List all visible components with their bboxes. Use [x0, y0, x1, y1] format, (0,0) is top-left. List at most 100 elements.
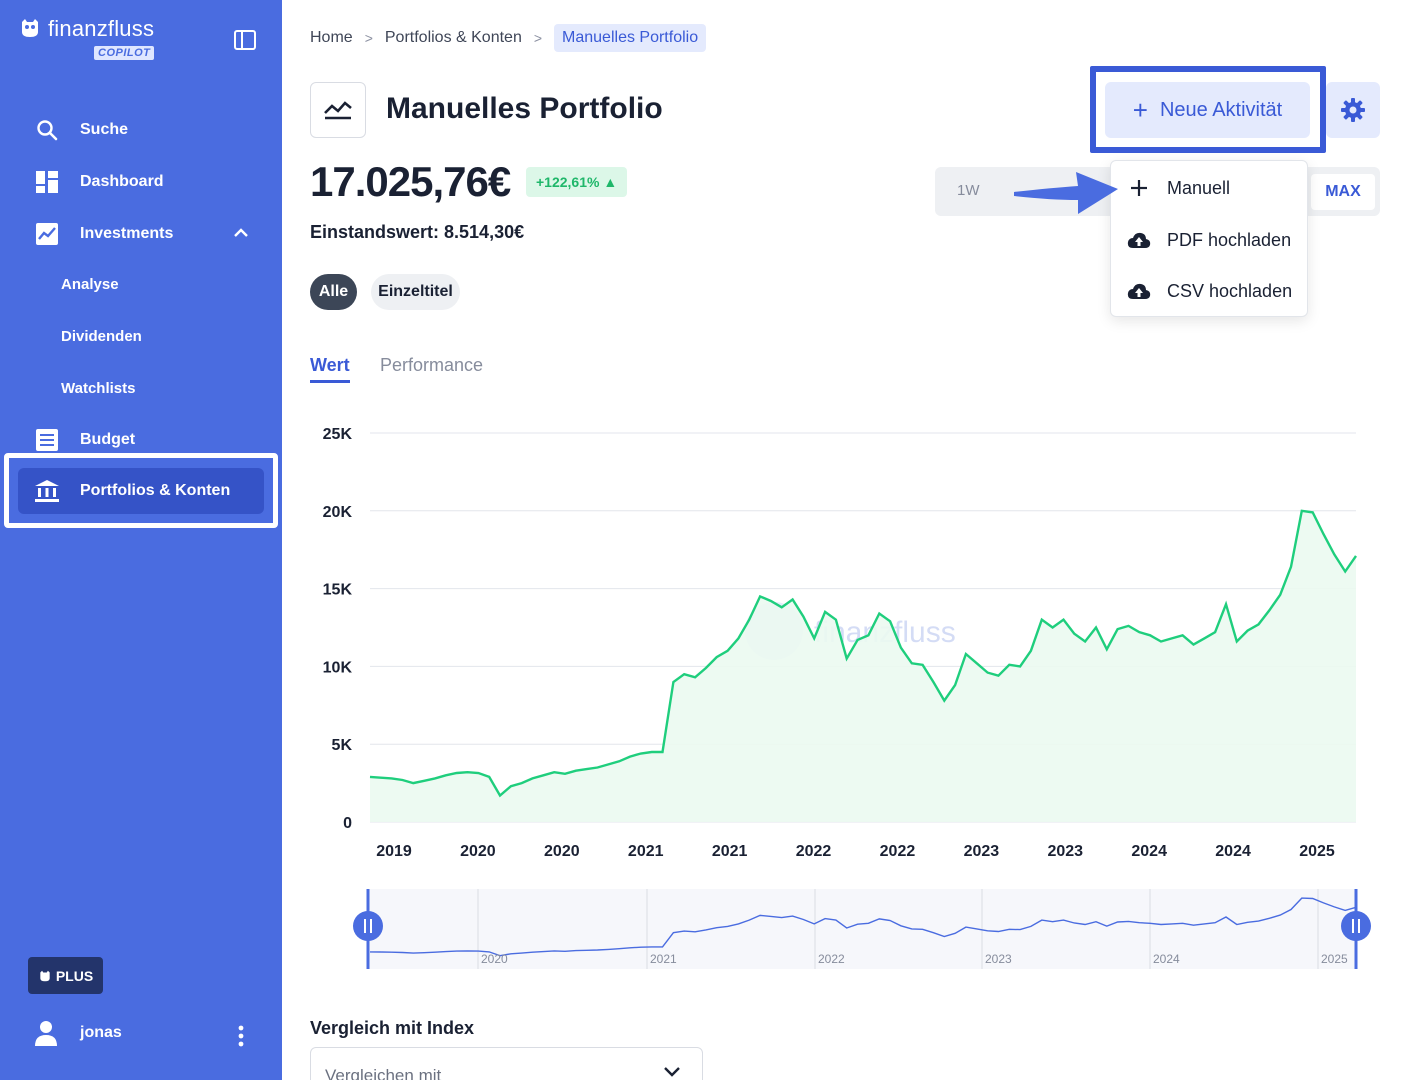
- menu-item-label: Manuell: [1167, 177, 1231, 198]
- dashboard-icon: [34, 169, 60, 195]
- user-menu[interactable]: jonas: [34, 1020, 122, 1046]
- sidebar-item-investments[interactable]: Investments: [18, 211, 264, 257]
- search-icon: [34, 117, 60, 143]
- navigator-right-handle[interactable]: [1341, 911, 1371, 941]
- sidebar-subitem-dividenden[interactable]: Dividenden: [61, 328, 142, 345]
- settings-button[interactable]: [1326, 82, 1380, 138]
- compare-placeholder: Vergleichen mit: [325, 1066, 442, 1080]
- x-tick-label: 2024: [1131, 843, 1167, 860]
- range-1w-button[interactable]: 1W: [957, 182, 980, 199]
- plus-badge[interactable]: PLUS: [28, 957, 103, 994]
- y-tick-label: 0: [343, 815, 352, 832]
- plus-icon: [1127, 179, 1151, 197]
- list-icon: [34, 427, 60, 453]
- annotation-arrow-icon: [1014, 172, 1118, 214]
- menu-item-label: PDF hochladen: [1167, 229, 1292, 250]
- y-tick-label: 25K: [323, 426, 353, 443]
- new-activity-menu: Manuell PDF hochladen CSV hochladen: [1110, 160, 1308, 317]
- owl-logo-icon: [22, 19, 38, 37]
- menu-item-label: CSV hochladen: [1167, 280, 1293, 301]
- x-tick-label: 2022: [880, 843, 916, 860]
- more-options-icon[interactable]: [236, 1024, 246, 1048]
- menu-item-manual[interactable]: Manuell: [1127, 173, 1230, 203]
- main-content: Home > Portfolios & Konten > Manuelles P…: [282, 0, 1408, 1080]
- tab-value[interactable]: Wert: [310, 355, 350, 383]
- brand-logo[interactable]: finanzfluss COPILOT: [18, 16, 155, 60]
- x-tick-label: 2019: [376, 843, 412, 860]
- navigator-tick-label: 2024: [1153, 952, 1180, 966]
- range-max-button[interactable]: MAX: [1311, 174, 1375, 210]
- sidebar-toggle-icon[interactable]: [233, 29, 257, 51]
- sidebar: finanzfluss COPILOT Suche Dashboard Inve…: [0, 0, 282, 1080]
- filter-all[interactable]: Alle: [310, 274, 357, 310]
- chevron-right-icon: >: [533, 30, 543, 46]
- plus-label: PLUS: [55, 967, 94, 984]
- chevron-down-icon: [664, 1067, 680, 1077]
- plus-icon: +: [1132, 95, 1148, 125]
- highlight-frame: [1090, 66, 1326, 153]
- portfolio-value: 17.025,76€: [310, 158, 511, 205]
- y-tick-label: 5K: [332, 737, 353, 754]
- breadcrumb-current: Manuelles Portfolio: [554, 24, 707, 52]
- value-area: [370, 510, 1356, 822]
- breadcrumb-home[interactable]: Home: [310, 29, 353, 46]
- navigator-tick-label: 2021: [650, 952, 677, 966]
- x-tick-label: 2022: [796, 843, 832, 860]
- sidebar-item-dashboard[interactable]: Dashboard: [18, 159, 264, 205]
- filter-single[interactable]: Einzeltitel: [371, 274, 460, 310]
- sidebar-item-portfolios[interactable]: Portfolios & Konten: [18, 468, 264, 514]
- menu-item-csv-upload[interactable]: CSV hochladen: [1127, 276, 1292, 306]
- breadcrumb: Home > Portfolios & Konten > Manuelles P…: [310, 24, 707, 52]
- x-tick-label: 2020: [460, 843, 496, 860]
- x-tick-label: 2020: [544, 843, 580, 860]
- navigator-panel: [368, 889, 1356, 969]
- compare-index-select[interactable]: Vergleichen mit: [310, 1047, 703, 1080]
- gain-badge: +122,61% ▲: [526, 167, 628, 197]
- navigator-ticks: 2020 2021 2022 2023 2024 2025: [481, 952, 1348, 966]
- cloud-upload-icon: [1127, 282, 1151, 300]
- navigator-tick-label: 2023: [985, 952, 1012, 966]
- menu-item-pdf-upload[interactable]: PDF hochladen: [1127, 225, 1291, 255]
- sidebar-item-label: Dashboard: [80, 173, 164, 190]
- x-tick-label: 2025: [1299, 843, 1335, 860]
- x-axis-ticks: 2019 2020 2020 2021 2021 2022 2022 2023 2023 2024…: [376, 843, 1335, 860]
- brand-name: finanzfluss: [48, 16, 155, 41]
- chevron-up-icon[interactable]: [230, 222, 252, 244]
- navigator-line: [369, 897, 1357, 957]
- highlight-frame: [4, 453, 278, 528]
- y-tick-label: 15K: [323, 582, 353, 599]
- user-avatar-icon: [35, 1021, 57, 1046]
- x-tick-label: 2024: [1215, 843, 1251, 860]
- navigator-tick-label: 2025: [1321, 952, 1348, 966]
- breadcrumb-portfolios[interactable]: Portfolios & Konten: [384, 29, 522, 46]
- y-tick-label: 10K: [323, 659, 353, 676]
- sidebar-item-suche[interactable]: Suche: [18, 107, 264, 153]
- x-tick-label: 2023: [1047, 843, 1083, 860]
- compare-label: Vergleich mit Index: [310, 1018, 475, 1038]
- gear-icon: [1341, 98, 1365, 122]
- navigator-left-handle[interactable]: [353, 911, 383, 941]
- chevron-right-icon: >: [364, 30, 373, 46]
- x-tick-label: 2021: [712, 843, 748, 860]
- sidebar-item-budget[interactable]: Budget: [18, 417, 264, 463]
- sidebar-subitem-watchlists[interactable]: Watchlists: [61, 380, 136, 397]
- bank-icon: [34, 478, 60, 504]
- sidebar-item-label: Suche: [80, 121, 129, 138]
- sidebar-subitem-analyse[interactable]: Analyse: [61, 276, 119, 293]
- page-title: Manuelles Portfolio: [386, 92, 663, 125]
- navigator-tick-label: 2022: [818, 952, 845, 966]
- tab-performance[interactable]: Performance: [380, 355, 484, 375]
- user-name: jonas: [80, 1024, 122, 1041]
- sidebar-item-label: Portfolios & Konten: [80, 482, 231, 499]
- y-tick-label: 20K: [323, 504, 353, 521]
- navigator-grid: [477, 889, 1319, 969]
- portfolio-icon: [310, 82, 366, 138]
- cloud-upload-icon: [1127, 231, 1151, 249]
- x-tick-label: 2023: [964, 843, 1000, 860]
- copilot-badge: COPILOT: [94, 46, 155, 60]
- owl-logo-icon: [40, 970, 50, 981]
- navigator-tick-label: 2020: [481, 952, 508, 966]
- y-axis-ticks: 25K 20K 15K 10K 5K 0: [323, 426, 353, 832]
- new-activity-button[interactable]: + Neue Aktivität: [1105, 82, 1310, 138]
